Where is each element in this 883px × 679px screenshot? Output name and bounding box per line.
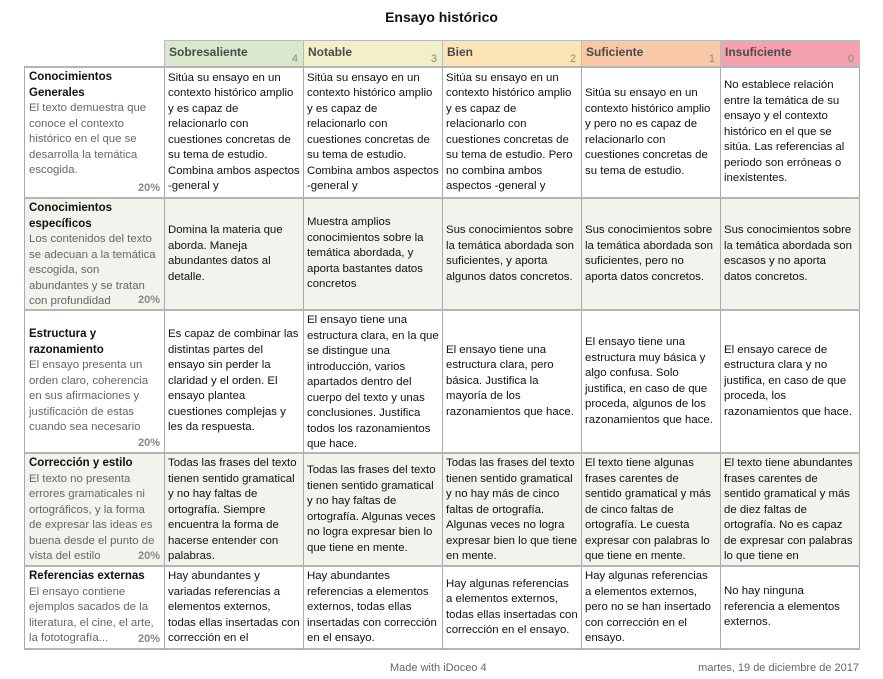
rubric-table: Sobresaliente 4 Notable 3 Bien 2 Suficiente 1 In… xyxy=(24,40,860,650)
descriptor-cell[interactable]: El ensayo tiene una estructura muy básic… xyxy=(581,309,720,452)
level-header: Bien 2 xyxy=(442,40,581,66)
descriptor-cell[interactable]: Sus conocimientos sobre la temática abor… xyxy=(581,197,720,309)
descriptor-cell[interactable]: El ensayo tiene una estructura clara, pe… xyxy=(442,309,581,452)
level-header: Notable 3 xyxy=(303,40,442,66)
level-points: 0 xyxy=(847,53,854,65)
descriptor-cell[interactable]: El texto tiene algunas frases carentes d… xyxy=(581,452,720,565)
descriptor-text: No establece relación entre la temática … xyxy=(724,79,845,185)
descriptor-text: Hay algunas referencias a elementos exte… xyxy=(446,577,578,637)
descriptor-cell[interactable]: Sitúa su ensayo en un contexto histórico… xyxy=(442,66,581,197)
descriptor-cell[interactable]: Todas las frases del texto tienen sentid… xyxy=(303,452,442,565)
descriptor-cell[interactable]: Muestra amplios conocimientos sobre la t… xyxy=(303,197,442,309)
descriptor-cell[interactable]: Hay abundantes y variadas referencias a … xyxy=(164,565,303,650)
level-header: Suficiente 1 xyxy=(581,40,720,66)
level-label: Insuficiente xyxy=(725,45,792,59)
descriptor-cell[interactable]: Hay algunas referencias a elementos exte… xyxy=(581,565,720,650)
descriptor-cell[interactable]: Sus conocimientos sobre la temática abor… xyxy=(720,197,860,309)
level-points: 1 xyxy=(708,53,715,65)
criterion-name: Corrección y estilo xyxy=(29,457,133,469)
descriptor-text: Sitúa su ensayo en un contexto histórico… xyxy=(307,71,439,193)
descriptor-text: El ensayo tiene una estructura muy básic… xyxy=(585,336,713,426)
descriptor-text: El texto tiene algunas frases carentes d… xyxy=(585,457,711,562)
level-points: 3 xyxy=(430,53,437,65)
descriptor-cell[interactable]: Es capaz de combinar las distintas parte… xyxy=(164,309,303,452)
descriptor-text: Sitúa su ensayo en un contexto histórico… xyxy=(585,87,711,177)
criterion-cell: Referencias externas El ensayo contiene e… xyxy=(24,565,164,650)
descriptor-cell[interactable]: El ensayo carece de estructura clara y n… xyxy=(720,309,860,452)
level-label: Bien xyxy=(447,45,474,59)
descriptor-text: Todas las frases del texto tienen sentid… xyxy=(307,464,436,554)
level-points: 2 xyxy=(569,53,576,65)
criterion-weight: 20% xyxy=(137,436,160,449)
criterion-weight: 20% xyxy=(137,632,160,645)
descriptor-cell[interactable]: Hay abundantes referencias a elementos e… xyxy=(303,565,442,650)
criterion-description: El texto no presenta errores gramaticale… xyxy=(29,472,155,563)
descriptor-text: Sus conocimientos sobre la temática abor… xyxy=(724,224,852,283)
descriptor-cell[interactable]: Todas las frases del texto tienen sentid… xyxy=(442,452,581,565)
level-label: Sobresaliente xyxy=(169,45,248,59)
descriptor-cell[interactable]: El ensayo tiene una estructura clara, en… xyxy=(303,309,442,452)
level-header: Sobresaliente 4 xyxy=(164,40,303,66)
level-label: Suficiente xyxy=(586,45,644,59)
descriptor-text: Es capaz de combinar las distintas parte… xyxy=(168,328,299,434)
criterion-name: Estructura y razonamiento xyxy=(29,328,104,356)
descriptor-text: Hay algunas referencias a elementos exte… xyxy=(585,570,712,644)
criterion-description: El texto demuestra que conoce el context… xyxy=(29,102,147,176)
descriptor-text: No hay ninguna referencia a elementos ex… xyxy=(724,585,840,629)
criterion-cell: Estructura y razonamiento El ensayo prese… xyxy=(24,309,164,452)
descriptor-text: Sus conocimientos sobre la temática abor… xyxy=(585,224,713,283)
descriptor-text: Sitúa su ensayo en un contexto histórico… xyxy=(168,71,300,193)
descriptor-cell[interactable]: Hay algunas referencias a elementos exte… xyxy=(442,565,581,650)
corner-blank xyxy=(24,40,164,66)
criterion-weight: 20% xyxy=(137,181,160,194)
descriptor-text: El ensayo tiene una estructura clara, en… xyxy=(307,314,439,450)
criterion-name: Conocimientos específicos xyxy=(29,202,113,230)
criterion-weight: 20% xyxy=(137,293,160,306)
descriptor-cell[interactable]: El texto tiene abundantes frases carente… xyxy=(720,452,860,565)
descriptor-text: Hay abundantes referencias a elementos e… xyxy=(307,570,437,644)
level-points: 4 xyxy=(291,53,298,65)
descriptor-text: El ensayo carece de estructura clara y n… xyxy=(724,343,852,418)
criterion-cell: Corrección y estilo El texto no presenta … xyxy=(24,452,164,565)
descriptor-text: Sitúa su ensayo en un contexto histórico… xyxy=(446,71,573,193)
criterion-name: Conocimientos Generales xyxy=(29,71,113,99)
descriptor-cell[interactable]: Sitúa su ensayo en un contexto histórico… xyxy=(303,66,442,197)
criterion-cell: Conocimientos específicos Los contenidos … xyxy=(24,197,164,309)
descriptor-text: Todas las frases del texto tienen sentid… xyxy=(446,457,578,562)
rubric-title: Ensayo histórico xyxy=(385,9,498,25)
criterion-description: Los contenidos del texto se adecuan a la… xyxy=(29,233,156,307)
descriptor-text: Sus conocimientos sobre la temática abor… xyxy=(446,224,574,283)
criterion-cell: Conocimientos Generales El texto demuestr… xyxy=(24,66,164,197)
criterion-description: El ensayo presenta un orden claro, coher… xyxy=(29,359,149,434)
descriptor-text: Todas las frases del texto tienen sentid… xyxy=(168,457,297,562)
made-with-label: Made with iDoceo 4 xyxy=(390,662,487,674)
criterion-weight: 20% xyxy=(137,549,160,562)
date-label: martes, 19 de diciembre de 2017 xyxy=(698,662,859,674)
descriptor-cell[interactable]: Sitúa su ensayo en un contexto histórico… xyxy=(164,66,303,197)
criterion-description: El ensayo contiene ejemplos sacados de l… xyxy=(29,585,154,645)
descriptor-cell[interactable]: No establece relación entre la temática … xyxy=(720,66,860,197)
descriptor-text: El texto tiene abundantes frases carente… xyxy=(724,457,853,562)
descriptor-text: El ensayo tiene una estructura clara, pe… xyxy=(446,343,574,418)
level-label: Notable xyxy=(308,45,353,59)
descriptor-cell[interactable]: Sitúa su ensayo en un contexto histórico… xyxy=(581,66,720,197)
criterion-name: Referencias externas xyxy=(29,570,145,582)
descriptor-cell[interactable]: Sus conocimientos sobre la temática abor… xyxy=(442,197,581,309)
level-header: Insuficiente 0 xyxy=(720,40,860,66)
descriptor-text: Domina la materia que aborda. Maneja abu… xyxy=(168,224,283,283)
descriptor-text: Muestra amplios conocimientos sobre la t… xyxy=(307,216,424,291)
descriptor-text: Hay abundantes y variadas referencias a … xyxy=(168,570,300,644)
descriptor-cell[interactable]: Todas las frases del texto tienen sentid… xyxy=(164,452,303,565)
descriptor-cell[interactable]: Domina la materia que aborda. Maneja abu… xyxy=(164,197,303,309)
descriptor-cell[interactable]: No hay ninguna referencia a elementos ex… xyxy=(720,565,860,650)
